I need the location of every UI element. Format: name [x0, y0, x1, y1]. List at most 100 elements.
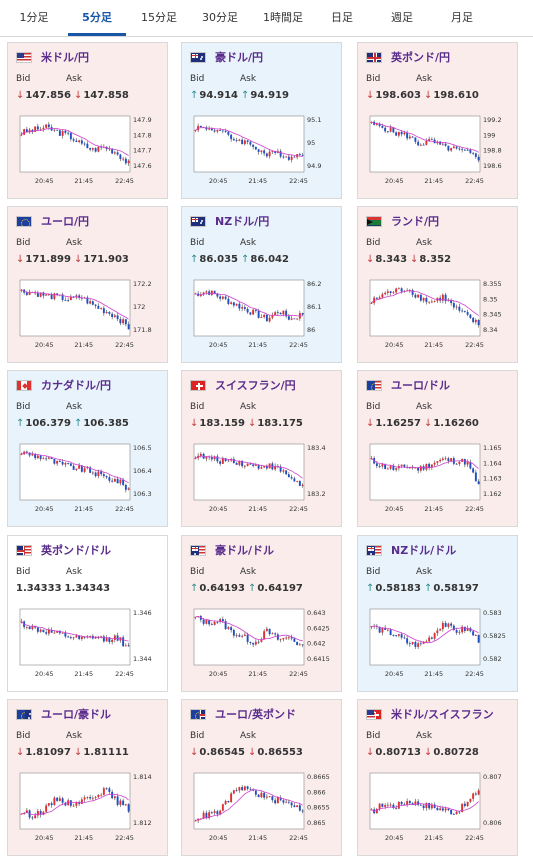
rate-card[interactable]: NZドル/ドル Bid Ask ↑0.58183 ↑0.58197 0.583 0.5825… [357, 535, 518, 692]
pair-link[interactable]: 米ドル/スイスフラン [366, 706, 494, 722]
candle-body [257, 149, 260, 152]
candle-body [384, 627, 387, 630]
mini-candlestick-chart[interactable]: 172.2 172 171.8 20:45 21:45 22:45 [14, 276, 162, 350]
pair-link[interactable]: 英ポンド/ドル [16, 542, 111, 558]
tab-30分足[interactable]: 30分足 [202, 11, 238, 24]
pair-link[interactable]: スイスフラン/円 [190, 377, 296, 393]
mini-candlestick-chart[interactable]: 106.5 106.4 106.3 20:45 21:45 22:45 [14, 440, 162, 514]
mini-candlestick-chart[interactable]: 0.8665 0.866 0.8655 0.865 20:45 21:45 22:45 [188, 769, 336, 843]
pair-link[interactable]: 豪ドル/ドル [190, 542, 274, 558]
candle-body [282, 156, 285, 158]
rate-card[interactable]: 豪ドル/円 Bid Ask ↑94.914 ↑94.919 95.1 95 94.9 20:45… [181, 42, 342, 199]
candle-body [194, 458, 197, 459]
pair-link[interactable]: NZドル/ドル [366, 542, 456, 558]
currency-flag-icon [366, 51, 382, 63]
mini-candlestick-chart[interactable]: 0.583 0.5825 0.582 20:45 21:45 22:45 [364, 605, 512, 679]
rate-card[interactable]: 豪ドル/ドル Bid Ask ↑0.64193 ↑0.64197 0.643 0.6425 0… [181, 535, 342, 692]
candle-body [72, 805, 75, 807]
candle-body [268, 796, 271, 798]
tab-1時間足[interactable]: 1時間足 [263, 11, 303, 24]
mini-candlestick-chart[interactable]: 86.2 86.1 86 20:45 21:45 22:45 [188, 276, 336, 350]
mini-candlestick-chart[interactable]: 0.643 0.6425 0.642 0.6415 20:45 21:45 22:45 [188, 605, 336, 679]
quote-row: ↑86.035 ↑86.042 [190, 254, 289, 265]
ask-label: Ask [66, 731, 83, 741]
quote-row: ↓183.159 ↓183.175 [190, 418, 303, 429]
candle-body [97, 305, 100, 309]
candle-body [384, 127, 387, 132]
candle-body [265, 465, 268, 469]
candle-body [254, 309, 257, 311]
tab-5分足[interactable]: 5分足 [68, 0, 126, 36]
pair-link[interactable]: 米ドル/円 [16, 49, 89, 65]
x-tick-label: 22:45 [465, 505, 484, 513]
rate-card[interactable]: NZドル/円 Bid Ask ↑86.035 ↑86.042 86.2 86.1 86 20:4… [181, 206, 342, 363]
candle-body [474, 153, 477, 157]
currency-flag-icon [190, 544, 206, 556]
pair-link[interactable]: NZドル/円 [190, 213, 269, 229]
rate-card[interactable]: ユーロ/円 Bid Ask ↓171.899 ↓171.903 172.2 172 171.8… [7, 206, 168, 363]
bid-label: Bid [366, 74, 381, 84]
candle-body [285, 637, 288, 639]
pair-link[interactable]: ユーロ/円 [16, 213, 89, 229]
candle-body [238, 303, 241, 309]
tab-週足[interactable]: 週足 [391, 11, 413, 24]
candle-body [235, 140, 238, 142]
rate-card[interactable]: スイスフラン/円 Bid Ask ↓183.159 ↓183.175 183.4 183.2… [181, 370, 342, 527]
candle-body [61, 798, 64, 803]
tab-15分足[interactable]: 15分足 [141, 11, 177, 24]
bid-value: 0.86545 [199, 747, 245, 758]
rate-card[interactable]: ユーロ/ドル Bid Ask ↓1.16257 ↓1.16260 1.165 1.164 1.… [357, 370, 518, 527]
candle-body [370, 626, 373, 628]
currency-flag-icon [366, 215, 382, 227]
rate-card[interactable]: ユーロ/豪ドル Bid Ask ↓1.81097 ↓1.81111 1.814 1.812 2… [7, 699, 168, 856]
tab-日足[interactable]: 日足 [331, 11, 353, 24]
mini-candlestick-chart[interactable]: 1.165 1.164 1.163 1.162 20:45 21:45 22:45 [364, 440, 512, 514]
mini-candlestick-chart[interactable]: 147.9 147.8 147.7 147.6 20:45 21:45 22:45 [14, 112, 162, 186]
tab-月足[interactable]: 月足 [451, 11, 473, 24]
mini-candlestick-chart[interactable]: 8.355 8.35 8.345 8.34 20:45 21:45 22:45 [364, 276, 512, 350]
candle-body [469, 149, 472, 153]
candle-body [72, 296, 75, 298]
candle-body [252, 144, 255, 147]
candle-body [230, 627, 233, 631]
pair-link[interactable]: 豪ドル/円 [190, 49, 263, 65]
pair-link[interactable]: カナダドル/円 [16, 377, 111, 393]
pair-link[interactable]: ユーロ/ドル [366, 377, 450, 393]
rate-card[interactable]: 英ポンド/円 Bid Ask ↓198.603 ↓198.610 199.2 199 198.… [357, 42, 518, 199]
candle-body [263, 150, 266, 154]
candle-body [235, 635, 238, 636]
mini-candlestick-chart[interactable]: 1.346 1.344 20:45 21:45 22:45 [14, 605, 162, 679]
rate-card[interactable]: 米ドル/スイスフラン Bid Ask ↓0.80713 ↓0.80728 0.807 0.8… [357, 699, 518, 856]
mini-candlestick-chart[interactable]: 95.1 95 94.9 20:45 21:45 22:45 [188, 112, 336, 186]
pair-link[interactable]: ユーロ/豪ドル [16, 706, 111, 722]
candle-body [89, 797, 92, 799]
tab-1分足[interactable]: 1分足 [19, 11, 49, 24]
rate-card[interactable]: ユーロ/英ポンド Bid Ask ↓0.86545 ↓0.86553 0.8665 0.86… [181, 699, 342, 856]
rate-card[interactable]: ランド/円 Bid Ask ↓8.343 ↓8.352 8.355 8.35 8.345 8.3… [357, 206, 518, 363]
candle-body [282, 310, 285, 315]
candle-body [108, 637, 111, 642]
candle-body [301, 810, 304, 812]
y-tick-label: 199 [483, 131, 495, 139]
candle-body [28, 291, 31, 295]
mini-candlestick-chart[interactable]: 0.807 0.806 20:45 21:45 22:45 [364, 769, 512, 843]
mini-candlestick-chart[interactable]: 199.2 199 198.8 198.6 20:45 21:45 22:45 [364, 112, 512, 186]
candle-body [472, 468, 475, 473]
mini-candlestick-chart[interactable]: 183.4 183.2 20:45 21:45 22:45 [188, 440, 336, 514]
candle-body [472, 793, 475, 799]
x-tick-label: 21:45 [248, 341, 267, 349]
mini-candlestick-chart[interactable]: 1.814 1.812 20:45 21:45 22:45 [14, 769, 162, 843]
pair-link[interactable]: ランド/円 [366, 213, 439, 229]
rate-card[interactable]: カナダドル/円 Bid Ask ↑106.379 ↑106.385 106.5 106.4 1… [7, 370, 168, 527]
rate-card[interactable]: 米ドル/円 Bid Ask ↓147.856 ↓147.858 147.9 147.8 147… [7, 42, 168, 199]
candle-body [119, 800, 122, 805]
candle-body [56, 630, 59, 633]
candle-body [455, 463, 458, 465]
candle-body [235, 790, 238, 792]
quote-row: ↓0.80713 ↓0.80728 [366, 747, 479, 758]
candle-body [238, 139, 241, 141]
ask-value: 106.385 [83, 418, 129, 429]
pair-link[interactable]: 英ポンド/円 [366, 49, 450, 65]
pair-link[interactable]: ユーロ/英ポンド [190, 706, 296, 722]
rate-card[interactable]: 英ポンド/ドル Bid Ask 1.34333 1.34343 1.346 1.344 20:… [7, 535, 168, 692]
